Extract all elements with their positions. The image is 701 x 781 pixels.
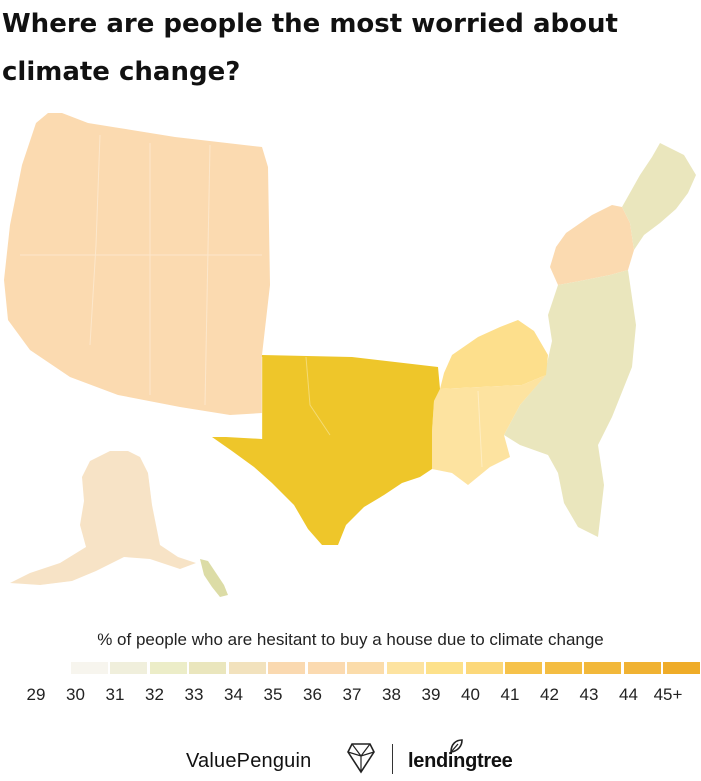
legend-label: 41: [500, 685, 520, 704]
region-hawaii[interactable]: Hawaii: 33%: [200, 559, 228, 597]
legend-label: 37: [342, 685, 362, 704]
logo-divider: [392, 744, 393, 774]
legend-swatch-30: [70, 662, 108, 674]
legend-title: % of people who are hesitant to buy a ho…: [97, 630, 604, 649]
legend-swatch-40: [465, 662, 503, 674]
region-alaska[interactable]: Alaska: 36%: [10, 451, 196, 585]
legend-label: 29: [26, 685, 46, 704]
legend-label: 35: [263, 685, 283, 704]
region-mid-atlantic-south[interactable]: Mid-Atlantic South: 33%: [504, 270, 636, 537]
legend-label: 38: [382, 685, 401, 704]
penguin-icon: [347, 743, 375, 774]
legend-label: 43: [579, 685, 599, 704]
legend-label: 42: [540, 685, 559, 704]
legend-swatch-43: [584, 662, 621, 674]
legend-label: 30: [66, 685, 85, 704]
region-northeast[interactable]: Northeast: 36%: [550, 205, 634, 285]
legend-swatch-36: [307, 662, 345, 674]
legend-label: 31: [105, 685, 125, 704]
legend-swatch-32: [149, 662, 187, 674]
legend-label: 39: [421, 685, 441, 704]
legend-label: 40: [461, 685, 480, 704]
lendingtree-logo: lendingtree: [408, 750, 513, 772]
legend-color-scale: [30, 662, 700, 674]
region-deep-south[interactable]: Deep South: 38%: [432, 375, 546, 485]
legend-swatch-41: [505, 662, 542, 674]
state-borders: [20, 134, 483, 468]
legend-swatch-42: [544, 662, 582, 674]
region-southwest-central[interactable]: Southwest Central: 45%: [212, 355, 440, 545]
legend-label: 36: [303, 685, 322, 704]
legend-label: 33: [184, 685, 204, 704]
region-new-england[interactable]: New England: 33%: [622, 143, 696, 250]
legend-labels: 29 30 31 32 33 34 35 36 37 38 39 40 41 42 43 44 45+: [0, 685, 701, 709]
legend-swatch-33: [189, 662, 226, 674]
legend-label: 32: [145, 685, 164, 704]
legend-label: 44: [619, 685, 638, 704]
legend-swatch-39: [426, 662, 463, 674]
map-title: Where are people the most worried about …: [2, 9, 618, 87]
legend-label: 34: [224, 685, 243, 704]
legend-swatch-34: [228, 662, 266, 674]
legend-swatch-37: [347, 662, 384, 674]
valuepenguin-logo: ValuePenguin: [186, 750, 312, 772]
leaf-icon: [450, 739, 463, 753]
legend-swatch-29: [31, 662, 68, 674]
legend-swatch-38: [386, 662, 424, 674]
legend-swatch-35: [268, 662, 305, 674]
legend-swatch-45-plus: [663, 662, 700, 674]
legend-swatch-31: [110, 662, 147, 674]
legend-swatch-44: [623, 662, 661, 674]
footer-logos: ValuePenguin lendingtree: [0, 738, 701, 778]
region-west[interactable]: West: 36%: [4, 113, 270, 415]
region-tennessee-kentucky[interactable]: Tennessee-Kentucky: 40%: [440, 320, 548, 389]
us-choropleth-map: West: 36% Northeast: 36% New England: 33…: [4, 113, 696, 597]
legend-label: 45+: [653, 685, 683, 704]
